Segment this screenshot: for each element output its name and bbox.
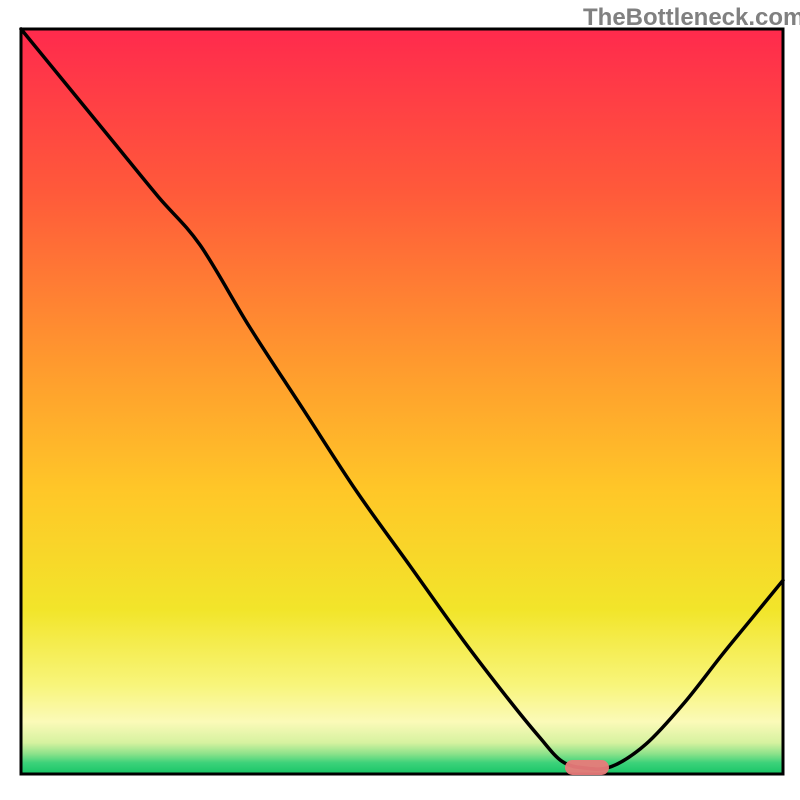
plot-background [21,29,783,774]
chart-container: TheBottleneck.com [0,0,800,800]
optimum-marker [565,760,609,775]
chart-svg [0,0,800,800]
bottleneck-curve [21,29,783,769]
plot-border [21,29,783,774]
watermark-text: TheBottleneck.com [583,4,800,32]
